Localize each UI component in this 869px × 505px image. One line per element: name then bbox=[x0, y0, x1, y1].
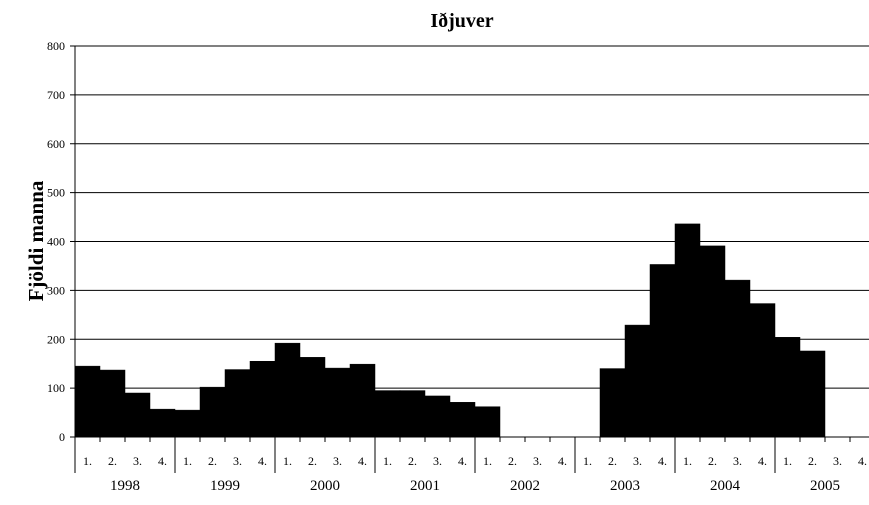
quarter-tick-label: 4. bbox=[858, 454, 867, 468]
quarter-tick-label: 1. bbox=[183, 454, 192, 468]
bar bbox=[124, 392, 151, 438]
bar bbox=[674, 223, 701, 438]
quarter-tick-label: 4. bbox=[158, 454, 167, 468]
quarter-tick-label: 2. bbox=[108, 454, 117, 468]
quarter-tick-label: 3. bbox=[433, 454, 442, 468]
year-tick-label: 2005 bbox=[810, 478, 840, 494]
quarter-tick-label: 2. bbox=[608, 454, 617, 468]
quarter-tick-label: 4. bbox=[258, 454, 267, 468]
quarter-tick-label: 4. bbox=[758, 454, 767, 468]
year-tick-label: 2001 bbox=[410, 478, 440, 494]
y-tick-label: 700 bbox=[47, 88, 65, 102]
bar bbox=[199, 386, 226, 438]
bar bbox=[449, 402, 476, 438]
bar bbox=[399, 390, 426, 438]
chart-title: Iðjuver bbox=[430, 10, 493, 32]
quarter-tick-label: 3. bbox=[633, 454, 642, 468]
axes bbox=[70, 45, 869, 473]
bar bbox=[599, 368, 626, 438]
quarter-tick-label: 2. bbox=[508, 454, 517, 468]
y-tick-label: 0 bbox=[59, 430, 65, 444]
quarter-tick-label: 1. bbox=[783, 454, 792, 468]
bar bbox=[349, 363, 376, 438]
bar bbox=[799, 350, 826, 438]
quarter-tick-label: 4. bbox=[358, 454, 367, 468]
bar bbox=[724, 279, 751, 438]
quarter-tick-label: 1. bbox=[383, 454, 392, 468]
quarter-tick-label: 2. bbox=[808, 454, 817, 468]
bars bbox=[74, 223, 826, 438]
quarter-tick-label: 1. bbox=[483, 454, 492, 468]
y-tick-label: 600 bbox=[47, 137, 65, 151]
bar bbox=[374, 390, 401, 438]
gridlines bbox=[75, 45, 869, 389]
y-tick-label: 100 bbox=[47, 381, 65, 395]
year-tick-label: 1999 bbox=[210, 478, 240, 494]
bar bbox=[74, 365, 101, 438]
bar bbox=[299, 357, 326, 438]
quarter-tick-label: 3. bbox=[533, 454, 542, 468]
y-tick-label: 400 bbox=[47, 235, 65, 249]
bar bbox=[649, 264, 676, 438]
quarter-tick-label: 2. bbox=[208, 454, 217, 468]
bar bbox=[274, 342, 301, 438]
tick-labels: 0 100 200 300 400 500 600 700 800 1. 2. 3. 4. 1. 2. 3. 4… bbox=[47, 39, 867, 494]
quarter-tick-label: 1. bbox=[83, 454, 92, 468]
bar bbox=[99, 369, 126, 438]
bar bbox=[224, 369, 251, 438]
quarter-tick-label: 3. bbox=[233, 454, 242, 468]
bar bbox=[424, 395, 451, 438]
bar bbox=[774, 337, 801, 438]
year-tick-label: 2002 bbox=[510, 478, 540, 494]
bar bbox=[249, 360, 276, 438]
quarter-tick-label: 3. bbox=[133, 454, 142, 468]
bar bbox=[324, 367, 351, 438]
y-axis-label: Fjöldi manna bbox=[24, 180, 48, 301]
bar bbox=[474, 406, 501, 438]
quarter-tick-label: 1. bbox=[583, 454, 592, 468]
year-tick-label: 2000 bbox=[310, 478, 340, 494]
bar bbox=[699, 245, 726, 438]
quarter-tick-label: 1. bbox=[683, 454, 692, 468]
quarter-tick-label: 3. bbox=[833, 454, 842, 468]
quarter-tick-label: 4. bbox=[658, 454, 667, 468]
year-tick-label: 2004 bbox=[710, 478, 741, 494]
quarter-tick-label: 4. bbox=[458, 454, 467, 468]
bar bbox=[149, 408, 176, 438]
y-tick-label: 200 bbox=[47, 332, 65, 346]
y-tick-label: 300 bbox=[47, 283, 65, 297]
bar bbox=[749, 303, 776, 438]
quarter-tick-label: 3. bbox=[333, 454, 342, 468]
y-tick-label: 800 bbox=[47, 39, 65, 53]
quarter-tick-label: 2. bbox=[308, 454, 317, 468]
y-tick-label: 500 bbox=[47, 186, 65, 200]
year-tick-label: 1998 bbox=[110, 478, 140, 494]
year-tick-label: 2003 bbox=[610, 478, 640, 494]
quarter-tick-label: 1. bbox=[283, 454, 292, 468]
quarter-tick-label: 3. bbox=[733, 454, 742, 468]
bar bbox=[174, 409, 201, 438]
quarter-tick-label: 2. bbox=[408, 454, 417, 468]
bar bbox=[624, 324, 651, 438]
quarter-tick-label: 2. bbox=[708, 454, 717, 468]
quarter-tick-label: 4. bbox=[558, 454, 567, 468]
